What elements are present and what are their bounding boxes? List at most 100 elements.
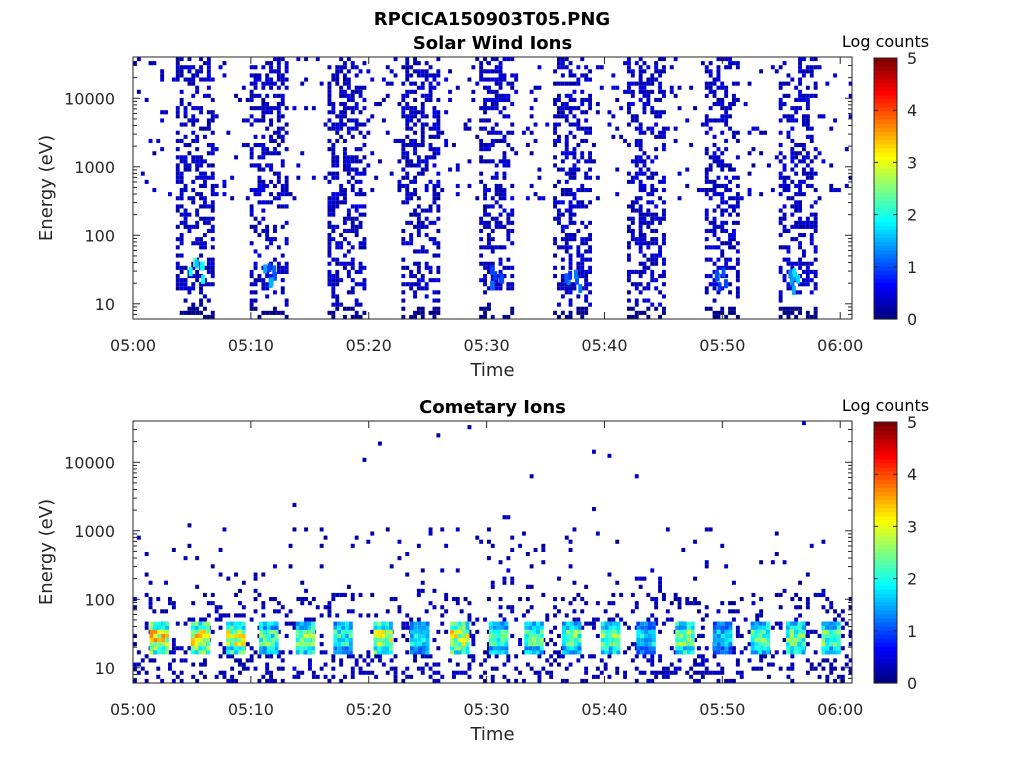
spectrogram-cell [716, 102, 721, 107]
spectrogram-cell [704, 93, 709, 98]
spectrogram-cell [284, 220, 289, 225]
spectrogram-cell [416, 155, 421, 160]
spectrogram-cell [588, 249, 592, 254]
spectrogram-cell [553, 605, 557, 610]
spectrogram-cell [506, 130, 511, 135]
spectrogram-cell [475, 57, 480, 62]
spectrogram-cell [782, 224, 787, 229]
spectrogram-cell [409, 106, 414, 111]
spectrogram-cell [720, 621, 725, 626]
spectrogram-cell [494, 286, 499, 291]
spectrogram-cell [343, 89, 347, 94]
spectrogram-cell [825, 674, 830, 679]
spectrogram-cell [467, 425, 472, 430]
spectrogram-cell [728, 621, 733, 626]
spectrogram-cell [584, 584, 589, 589]
spectrogram-cell [366, 670, 371, 675]
spectrogram-cell [638, 188, 643, 193]
spectrogram-cell [724, 163, 729, 168]
spectrogram-cell [724, 265, 729, 270]
colorbar-tick-label: 1 [907, 258, 917, 277]
spectrogram-cell [307, 633, 312, 638]
colorbar-segment [874, 625, 897, 631]
colorbar-segment [874, 475, 897, 480]
spectrogram-cell [401, 290, 406, 295]
spectrogram-cell [475, 196, 480, 201]
spectrogram-cell [576, 77, 581, 82]
spectrogram-cell [273, 183, 277, 188]
y-tick-label: 100 [84, 590, 115, 609]
spectrogram-cell [187, 523, 192, 528]
spectrogram-cell [315, 605, 320, 610]
spectrogram-cell [358, 670, 363, 675]
spectrogram-cell [241, 646, 246, 651]
colorbar-title: Log counts [842, 396, 929, 415]
x-tick-label: 05:30 [464, 336, 510, 355]
spectrogram-cell [662, 670, 666, 675]
spectrogram-cell [269, 65, 273, 70]
spectrogram-cell [770, 65, 775, 70]
spectrogram-cell [161, 625, 166, 630]
spectrogram-cell [331, 77, 336, 82]
spectrogram-cell [506, 220, 511, 225]
spectrogram-cell [362, 106, 367, 111]
spectrogram-cell [504, 642, 509, 647]
spectrogram-cell [576, 249, 581, 254]
spectrogram-cell [735, 633, 740, 638]
colorbar-segment [874, 666, 897, 672]
spectrogram-cell [634, 269, 639, 274]
spectrogram-cell [553, 650, 557, 655]
spectrogram-cell [708, 73, 713, 78]
spectrogram-cell [343, 265, 347, 270]
spectrogram-cell [276, 114, 281, 119]
spectrogram-cell [502, 114, 507, 119]
spectrogram-cell [327, 278, 332, 283]
spectrogram-cell [813, 171, 818, 176]
spectrogram-cell [638, 138, 643, 143]
spectrogram-cell [658, 584, 662, 589]
spectrogram-cell [487, 147, 491, 152]
spectrogram-cell [187, 81, 192, 86]
spectrogram-cell [557, 167, 561, 172]
spectrogram-cell [199, 159, 203, 164]
spectrogram-cell [343, 306, 347, 311]
spectrogram-cell [354, 73, 359, 78]
spectrogram-cell [712, 629, 717, 634]
spectrogram-cell [759, 151, 764, 156]
spectrogram-cell [413, 69, 417, 74]
spectrogram-cell [728, 237, 732, 242]
spectrogram-cell [259, 638, 263, 643]
spectrogram-cell [529, 584, 534, 589]
spectrogram-cell [679, 642, 683, 647]
spectrogram-cell [502, 106, 507, 111]
spectrogram-cell [327, 89, 332, 94]
spectrogram-cell [226, 642, 230, 647]
spectrogram-cell [276, 269, 281, 274]
spectrogram-cell [436, 216, 441, 221]
spectrogram-cell [171, 638, 176, 643]
spectrogram-cell [615, 666, 620, 671]
spectrogram-cell [588, 257, 592, 262]
spectrogram-cell [270, 646, 275, 651]
spectrogram-cell [794, 617, 799, 622]
spectrogram-cell [432, 85, 437, 90]
spectrogram-cell [642, 670, 647, 675]
spectrogram-cell [218, 572, 223, 577]
spectrogram-cell [801, 650, 806, 655]
spectrogram-cell [269, 77, 273, 82]
spectrogram-cell [798, 241, 802, 246]
spectrogram-cell [553, 265, 557, 270]
spectrogram-cell [716, 310, 721, 315]
spectrogram-cell [510, 147, 515, 152]
colorbar-segment [874, 442, 897, 448]
spectrogram-cell [576, 118, 581, 123]
spectrogram-cell [362, 245, 367, 250]
spectrogram-cell [658, 85, 662, 90]
spectrogram-cell [724, 118, 729, 123]
spectrogram-cell [798, 69, 802, 74]
spectrogram-cell [595, 666, 600, 671]
spectrogram-cell [237, 633, 242, 638]
spectrogram-cell [373, 629, 378, 634]
spectrogram-cell [331, 73, 336, 78]
spectrogram-cell [627, 290, 631, 295]
